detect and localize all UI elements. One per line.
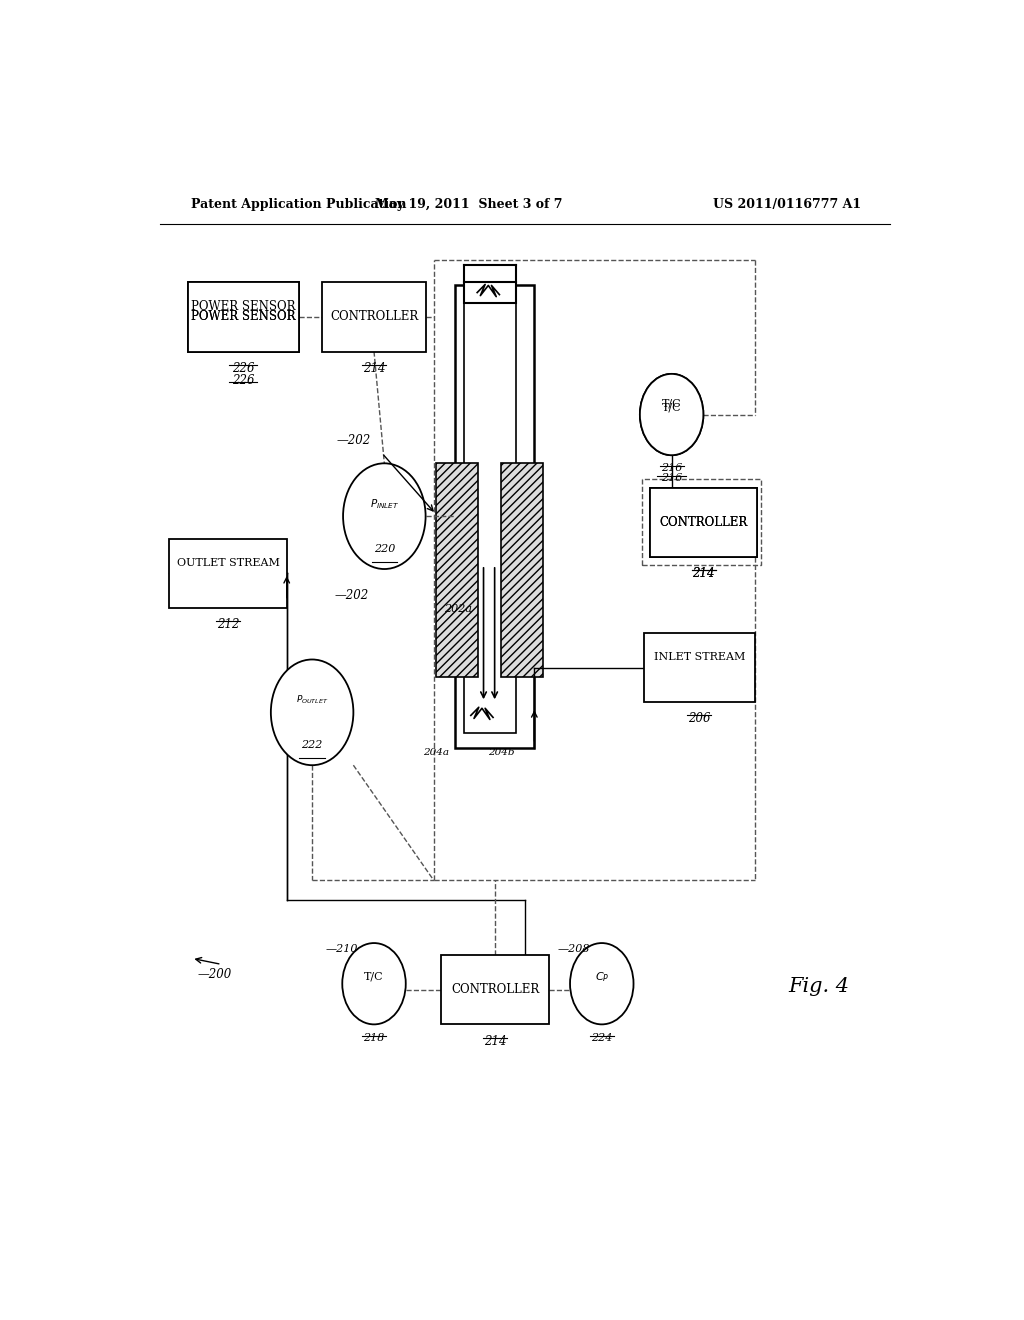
Text: 214: 214 — [483, 1035, 506, 1048]
Text: —202: —202 — [335, 589, 369, 602]
Text: Patent Application Publication: Patent Application Publication — [191, 198, 407, 211]
Text: 220: 220 — [374, 544, 395, 553]
Text: POWER SENSOR: POWER SENSOR — [190, 310, 295, 323]
Text: 216: 216 — [660, 463, 682, 474]
Text: POWER SENSOR: POWER SENSOR — [190, 300, 295, 313]
Circle shape — [640, 374, 703, 455]
Bar — [650, 487, 758, 557]
Text: 224: 224 — [591, 1032, 612, 1043]
Text: 214: 214 — [692, 568, 715, 579]
Bar — [441, 956, 549, 1024]
Circle shape — [270, 660, 353, 766]
Circle shape — [342, 942, 406, 1024]
Text: $P_{OUTLET}$: $P_{OUTLET}$ — [296, 694, 329, 706]
Bar — [169, 539, 287, 607]
Circle shape — [343, 463, 426, 569]
Text: 214: 214 — [692, 568, 715, 579]
Text: —202: —202 — [337, 434, 372, 447]
Bar — [455, 285, 535, 748]
Text: 204b: 204b — [488, 748, 515, 756]
Bar — [650, 487, 758, 557]
Text: —200: —200 — [198, 968, 232, 981]
Text: $C_P$: $C_P$ — [595, 970, 609, 983]
Bar — [465, 301, 516, 733]
Text: INLET STREAM: INLET STREAM — [653, 652, 745, 663]
Bar — [323, 282, 426, 351]
Text: 222: 222 — [301, 741, 323, 750]
Text: 212: 212 — [217, 618, 240, 631]
Text: CONTROLLER: CONTROLLER — [330, 310, 418, 323]
Text: Fig. 4: Fig. 4 — [787, 977, 849, 997]
Bar — [465, 282, 516, 302]
Bar — [644, 634, 755, 702]
Text: T/C: T/C — [662, 403, 681, 412]
Text: 218: 218 — [364, 1032, 385, 1043]
Text: 216: 216 — [660, 474, 682, 483]
Text: T/C: T/C — [662, 399, 681, 408]
Text: $P_{INLET}$: $P_{INLET}$ — [370, 498, 399, 511]
Bar — [642, 479, 761, 565]
Circle shape — [570, 942, 634, 1024]
Text: —208: —208 — [558, 944, 590, 954]
Text: 226: 226 — [231, 374, 254, 387]
Text: 206: 206 — [688, 713, 711, 725]
Text: 202a: 202a — [443, 603, 472, 614]
Text: 214: 214 — [362, 362, 385, 375]
Text: CONTROLLER: CONTROLLER — [659, 516, 748, 529]
Bar — [187, 282, 299, 351]
Text: 204a: 204a — [423, 748, 449, 756]
Bar — [187, 282, 299, 351]
Text: CONTROLLER: CONTROLLER — [659, 516, 748, 529]
Text: —210: —210 — [326, 944, 358, 954]
Text: 226: 226 — [231, 362, 254, 375]
Bar — [501, 463, 543, 677]
Text: POWER SENSOR: POWER SENSOR — [190, 310, 295, 323]
Text: US 2011/0116777 A1: US 2011/0116777 A1 — [713, 198, 861, 211]
Text: T/C: T/C — [365, 972, 384, 982]
Circle shape — [640, 374, 703, 455]
Text: CONTROLLER: CONTROLLER — [451, 983, 540, 997]
Text: OUTLET STREAM: OUTLET STREAM — [176, 558, 280, 568]
Bar — [436, 463, 478, 677]
Text: May 19, 2011  Sheet 3 of 7: May 19, 2011 Sheet 3 of 7 — [376, 198, 563, 211]
